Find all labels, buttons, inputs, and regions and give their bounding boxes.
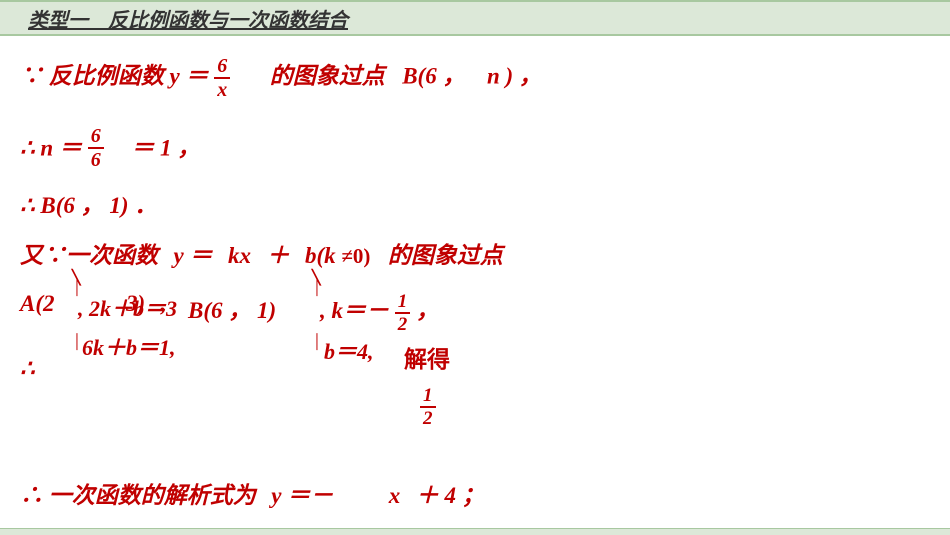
brace-dash-4: │ (312, 338, 320, 348)
l4-y: y (174, 243, 184, 268)
l4-passes: 的图象过点 (388, 243, 503, 268)
l4-kx: kx (228, 243, 251, 268)
l9-y: y (271, 483, 281, 508)
l5-comma1: , (161, 291, 167, 316)
l1-frac: 6 x (214, 56, 230, 100)
l1-eq: ＝ (185, 63, 208, 88)
l5-B: B(6 ， 1) (188, 298, 276, 323)
brace-dash-3: │ (72, 338, 80, 348)
l4-neq: ≠0) (341, 244, 370, 268)
l9-plus4: ＋ 4 ； (416, 483, 485, 508)
brace-dash-2: ╲│ (312, 274, 320, 294)
l2-eq1: ＝ 1 ， (131, 135, 200, 160)
l5-three: 3) (126, 291, 145, 316)
l6-solb: b＝4, (324, 339, 374, 364)
l9-eq: ＝－ (287, 483, 333, 508)
l2-therefore: ∴ (20, 135, 35, 160)
l1-because: ∵ 反比例函数 (20, 63, 164, 88)
l9-therefore: ∴ 一次函数的解析式为 (20, 483, 256, 508)
l4-bk: b(k (305, 243, 336, 268)
l6-sys2: 6k＋b＝1, (82, 335, 176, 360)
l1-passes: 的图象过点 (270, 63, 385, 88)
l7-jiede: 解得 (404, 347, 450, 372)
footer-bar (0, 528, 950, 535)
l1-ptend: ) ， (506, 63, 542, 88)
l5-dot: , (320, 298, 326, 323)
l3-B: ∴ B(6 ， 1) ． (20, 193, 157, 218)
l5-sys1a: , (78, 296, 84, 321)
l5-solk: k＝－ (332, 298, 390, 323)
header-bar: 类型一 反比例函数与一次函数结合 (0, 0, 950, 36)
header-title: 类型一 反比例函数与一次函数结合 (28, 4, 348, 33)
l4-eq: ＝ (189, 243, 212, 268)
l1-y: y (170, 63, 180, 88)
l2-eq: ＝ (59, 135, 82, 160)
l8-frac: 1 2 (420, 386, 436, 428)
l2-n: n (40, 135, 53, 160)
math-content: ∵ 反比例函数 y ＝ 6 x 的图象过点 B(6 ， n ) ， ∴ n ＝ … (0, 36, 950, 48)
l9-x: x (389, 483, 401, 508)
l1-n: n (487, 63, 500, 88)
l7-therefore: ∴ (20, 356, 35, 381)
l5-A: A(2 (20, 291, 55, 316)
l5-comma2: ， (416, 298, 439, 323)
l4-plus: ＋ (266, 243, 289, 268)
l1-ptB: B(6 ， (402, 63, 465, 88)
l4-yinwei: 又∵一次函数 (20, 243, 158, 268)
l2-frac: 6 6 (88, 126, 104, 170)
l5-half: 1 2 (395, 292, 411, 334)
